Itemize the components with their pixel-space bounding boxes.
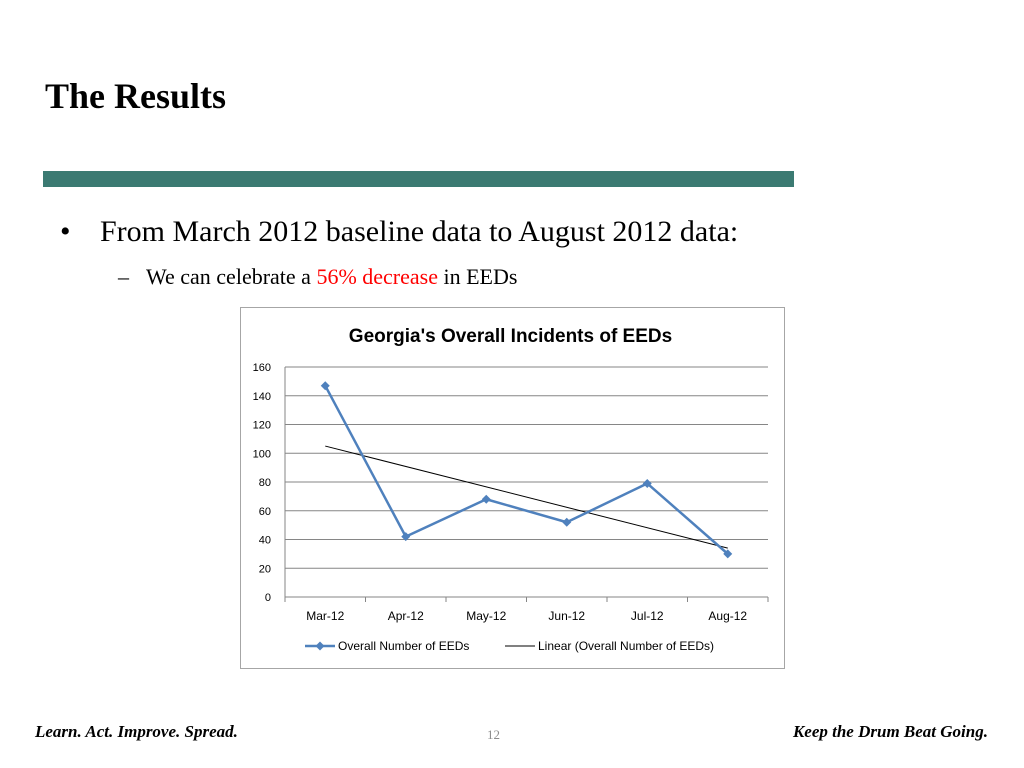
sub-bullet-marker: – bbox=[118, 264, 129, 289]
y-tick-label: 0 bbox=[265, 592, 271, 604]
sub-bullet-highlight: 56% decrease bbox=[316, 264, 438, 289]
y-tick-label: 120 bbox=[253, 420, 271, 432]
data-point bbox=[320, 381, 330, 391]
slide-title: The Results bbox=[45, 76, 227, 116]
legend-series-marker bbox=[315, 641, 325, 651]
legend-series-label: Overall Number of EEDs bbox=[338, 639, 469, 653]
x-tick-label: Jul-12 bbox=[631, 609, 664, 623]
chart-container: Georgia's Overall Incidents of EEDs 0 20 40… bbox=[240, 307, 785, 669]
page-number: 12 bbox=[487, 727, 500, 742]
series-line bbox=[324, 385, 729, 555]
x-tick-label: Jun-12 bbox=[548, 609, 585, 623]
y-tick-label: 60 bbox=[259, 506, 271, 518]
y-tick-label: 40 bbox=[259, 535, 271, 547]
footer-tagline-right: Keep the Drum Beat Going. bbox=[792, 722, 988, 741]
title-divider bbox=[43, 171, 794, 187]
bullet-text: From March 2012 baseline data to August … bbox=[100, 215, 739, 248]
y-tick-label: 100 bbox=[253, 448, 271, 460]
data-point bbox=[562, 517, 572, 527]
x-tick-label: Mar-12 bbox=[306, 609, 344, 623]
chart-title: Georgia's Overall Incidents of EEDs bbox=[349, 326, 672, 347]
sub-bullet-prefix: We can celebrate a bbox=[146, 264, 317, 289]
data-point bbox=[642, 478, 652, 488]
legend-trendline-label: Linear (Overall Number of EEDs) bbox=[538, 639, 714, 653]
y-tick-label: 140 bbox=[253, 391, 271, 403]
data-point bbox=[481, 494, 491, 504]
x-tick-label: May-12 bbox=[466, 609, 506, 623]
line-chart: Georgia's Overall Incidents of EEDs 0 20 40… bbox=[253, 326, 769, 653]
y-tick-label: 160 bbox=[253, 362, 271, 374]
sub-bullet-suffix: in EEDs bbox=[437, 264, 518, 289]
footer-tagline-left: Learn. Act. Improve. Spread. bbox=[35, 722, 238, 741]
data-point bbox=[401, 532, 411, 542]
bullet-marker: • bbox=[60, 215, 71, 248]
y-tick-label: 80 bbox=[259, 477, 271, 489]
trendline bbox=[325, 445, 728, 549]
x-tick-label: Apr-12 bbox=[388, 609, 424, 623]
data-point bbox=[723, 549, 733, 559]
sub-bullet-item: – We can celebrate a 56% decrease in EEDs bbox=[118, 262, 517, 292]
x-tick-label: Aug-12 bbox=[708, 609, 747, 623]
bullet-item: • From March 2012 baseline data to August… bbox=[60, 213, 738, 251]
y-tick-label: 20 bbox=[259, 563, 271, 575]
